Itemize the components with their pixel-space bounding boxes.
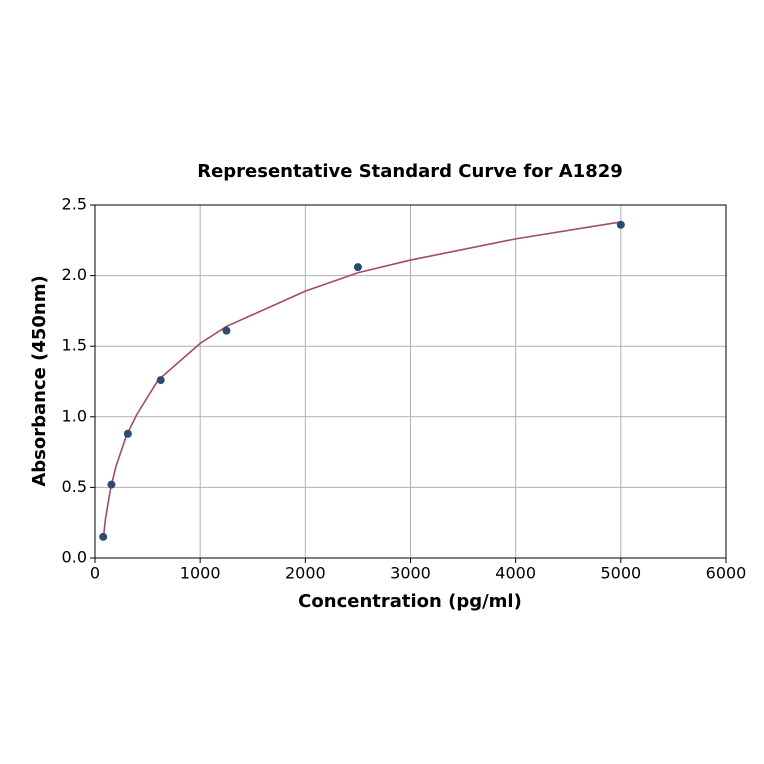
y-axis-label: Absorbance (450nm): [29, 275, 50, 486]
y-tick-label: 0.5: [62, 477, 87, 496]
data-point: [123, 429, 132, 438]
plot-frame: [94, 204, 727, 559]
x-axis-label: Concentration (pg/ml): [298, 591, 522, 612]
x-tick-label: 6000: [706, 564, 747, 583]
x-tick-label: 3000: [390, 564, 431, 583]
x-tick-label: 5000: [600, 564, 641, 583]
y-tick-label: 1.0: [62, 406, 87, 425]
x-tick-label: 0: [90, 564, 100, 583]
y-tick-label: 2.5: [62, 195, 87, 214]
data-point: [107, 480, 116, 489]
data-point: [616, 220, 625, 229]
data-point: [353, 263, 362, 272]
x-tick-label: 4000: [495, 564, 536, 583]
data-point: [99, 532, 108, 541]
data-point: [222, 326, 231, 335]
chart-title: Representative Standard Curve for A1829: [197, 161, 623, 182]
fit-curve: [102, 221, 621, 540]
x-tick-label: 2000: [285, 564, 326, 583]
y-tick-label: 1.5: [62, 336, 87, 355]
y-tick-label: 2.0: [62, 265, 87, 284]
x-tick-label: 1000: [180, 564, 221, 583]
y-tick-label: 0.0: [62, 548, 87, 567]
data-point: [156, 376, 165, 385]
